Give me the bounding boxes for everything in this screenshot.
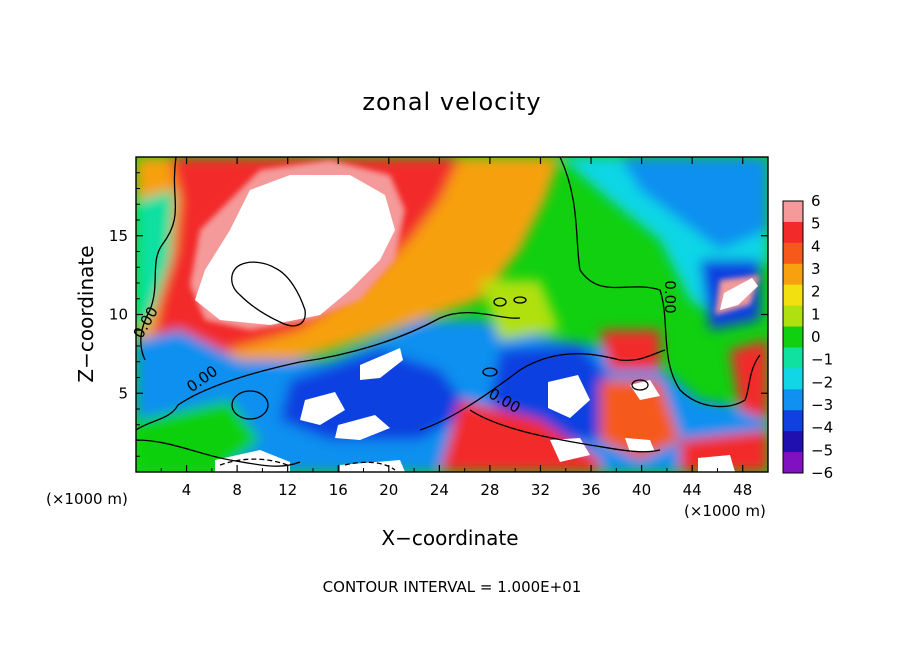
saturated-region [698,455,735,472]
saturated-region [625,438,655,452]
colorbar-swatch [783,389,803,411]
x-tick-label: 16 [329,481,348,499]
colorbar-tick-label: 2 [811,283,821,301]
x-tick-label: 48 [733,481,752,499]
colorbar-swatch [783,284,803,307]
colorbar-swatch [783,305,803,328]
colorbar-swatch [783,368,803,390]
y-tick-label: 5 [118,384,128,402]
saturated-region [335,415,390,440]
x-tick-label: 8 [232,481,242,499]
saturated-region [550,438,590,462]
velocity-field [136,157,768,472]
colorbar-swatch [783,221,803,244]
x-tick-label: 28 [480,481,499,499]
x-tick-label: 4 [182,481,192,499]
colorbar-swatch [783,326,803,348]
colorbar-swatch [783,263,803,286]
saturated-region [548,375,590,418]
saturated-region [630,380,660,400]
colorbar-tick-label: −4 [811,419,833,437]
colorbar-tick-label: 1 [811,305,821,323]
colorbar-tick-label: −6 [811,464,833,482]
colorbar-swatch [783,431,803,453]
colorbar-tick-label: 0 [811,328,821,346]
chart-title: zonal velocity [362,88,542,116]
contour-label: 0.00 [661,280,679,313]
y-unit-label: (×1000 m) [684,502,766,520]
colorbar-swatch [783,201,803,223]
x-tick-label: 24 [430,481,449,499]
x-tick-label: 44 [683,481,702,499]
y-tick-label: 15 [109,227,128,245]
colorbar-tick-label: −3 [811,396,833,414]
x-unit-label: (×1000 m) [46,490,128,508]
saturated-region [195,175,395,325]
colorbar-swatch [783,347,803,369]
x-axis-label: X−coordinate [381,526,519,550]
saturated-region [720,278,758,310]
x-tick-label: 36 [581,481,600,499]
contour-interval-note: CONTOUR INTERVAL = 1.000E+01 [322,578,582,596]
colorbar-tick-label: −5 [811,441,833,459]
x-tick-label: 20 [379,481,398,499]
colorbar-tick-label: 3 [811,260,821,278]
contour-lines [136,157,761,471]
colorbar-tick-label: −1 [811,351,833,369]
x-tick-label: 32 [531,481,550,499]
colorbar-tick-label: 5 [811,215,821,233]
saturated-region [360,348,403,380]
colorbar-swatch [783,410,803,432]
colorbar-tick-label: 6 [811,192,821,210]
x-tick-label: 12 [278,481,297,499]
colorbar-tick-label: 4 [811,237,821,255]
colorbar-tick-label: −2 [811,373,833,391]
colorbar: 6 5 4 3 2 1 0 −1 −2 −3 −4 −5 −6 [782,192,833,482]
colorbar-frame [782,200,804,474]
x-tick-label: 40 [632,481,651,499]
saturated-region [300,392,345,425]
y-tick-label: 10 [109,306,128,324]
colorbar-swatch [783,242,803,265]
colorbar-swatch [783,452,803,474]
